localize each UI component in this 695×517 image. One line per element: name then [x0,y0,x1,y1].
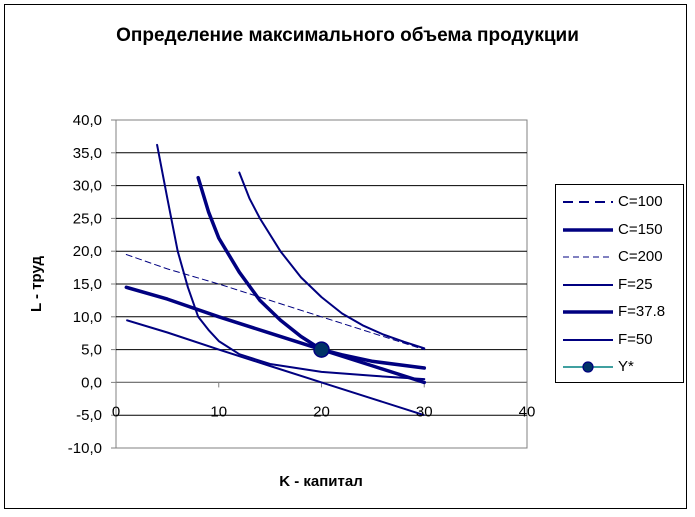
x-tick-label: 20 [313,403,330,420]
legend-item: C=200 [556,246,683,268]
series-line-1 [124,285,427,385]
x-tick-label: 30 [416,403,433,420]
legend-swatch [563,227,613,232]
chart-title: Определение максимального объема продукц… [116,25,579,46]
x-axis-title: K - капитал [279,473,363,490]
legend-item: F=25 [556,274,683,296]
legend-label: F=37.8 [618,303,666,320]
x-tick-label: 10 [210,403,227,420]
legend-label: F=50 [618,330,653,348]
legend-swatch [563,283,613,286]
legend-swatch [563,256,613,258]
x-tick-label: 0 [112,403,120,420]
y-tick-label: 0,0 [81,374,102,391]
y-tick-label: -5,0 [76,407,102,424]
y-tick-label: 5,0 [81,342,102,359]
y-tick-label: 40,0 [73,112,102,129]
y-tick-label: 25,0 [73,210,102,227]
y-tick-label: 30,0 [73,178,102,195]
y-axis-title: L - труд [28,256,45,313]
y-tick-label: 20,0 [73,243,102,260]
x-tick-label: 40 [519,403,536,420]
legend-swatch [563,201,613,203]
series-line-4 [196,175,427,370]
legend-item: C=100 [556,191,683,213]
legend-item: F=37.8 [556,301,683,323]
legend-label: Y* [618,358,634,375]
legend: C=100 C=150 C=200 F=25 F=37.8 F=50 Y* [555,184,684,383]
legend-swatch [563,310,613,314]
legend-item: F=50 [556,329,683,351]
legend-item: C=150 [556,219,683,241]
series-line-2 [125,254,425,351]
series-line-5 [238,171,426,350]
legend-label: F=25 [618,275,653,293]
y-tick-label: 10,0 [73,309,102,326]
legend-label: C=150 [618,220,663,238]
legend-item: Y* [556,356,683,378]
series-line-3 [156,143,426,381]
series-line-extra [126,319,425,417]
y-tick-label: 35,0 [73,145,102,162]
legend-swatch [563,361,613,373]
legend-label: C=200 [618,248,663,265]
legend-label: C=100 [618,193,663,210]
y-tick-label: 15,0 [73,276,102,293]
y-tick-label: -10,0 [68,440,102,457]
point-y-star [313,341,330,358]
legend-swatch [563,338,613,341]
